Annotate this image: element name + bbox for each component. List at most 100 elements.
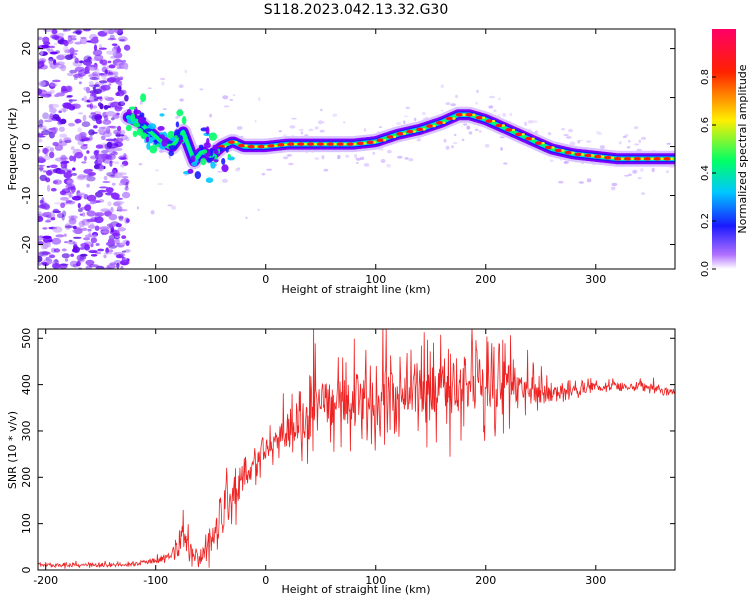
- x-tick-label: -100: [143, 574, 168, 587]
- snr-ylabel: SNR (10 * v/v): [6, 411, 19, 489]
- faint-dot: [474, 128, 479, 131]
- noise-blob: [66, 96, 72, 99]
- noise-blob: [115, 77, 123, 81]
- faint-dot: [455, 94, 459, 99]
- noise-blob: [105, 69, 111, 75]
- noise-blob: [86, 210, 96, 217]
- noise-blob: [51, 237, 62, 245]
- noise-blob: [38, 156, 44, 161]
- ridge-peak: [346, 142, 354, 146]
- noise-blob: [119, 39, 126, 42]
- noise-blob: [120, 253, 126, 257]
- turbulent-blob: [174, 135, 178, 140]
- faint-dot: [579, 139, 583, 142]
- noise-blob: [125, 240, 130, 246]
- noise-blob: [108, 71, 114, 76]
- noise-blob: [52, 114, 60, 120]
- noise-blob: [66, 179, 75, 185]
- x-tick-label: 0: [262, 273, 269, 286]
- turbulent-blob: [225, 145, 229, 153]
- noise-blob: [61, 248, 67, 252]
- noise-blob: [39, 250, 49, 257]
- ridge-peak-edge: [402, 132, 407, 135]
- noise-blob: [79, 37, 88, 45]
- noise-blob: [68, 194, 73, 198]
- noise-blob: [55, 234, 65, 238]
- noise-blob: [70, 253, 74, 257]
- noise-blob: [44, 220, 51, 223]
- faint-dot: [356, 161, 359, 165]
- ridge-peak: [317, 142, 325, 146]
- faint-dot: [405, 106, 410, 109]
- faint-dot: [314, 156, 320, 161]
- ridge-peak-edge: [511, 128, 515, 132]
- noise-blob: [38, 88, 43, 95]
- noise-blob: [70, 146, 75, 151]
- ridge-peak-edge: [293, 142, 298, 146]
- turbulent-blob: [140, 93, 147, 102]
- noise-blob: [58, 126, 65, 132]
- faint-dot: [184, 69, 187, 74]
- turbulent-blob: [140, 132, 148, 140]
- faint-dot: [378, 126, 383, 128]
- noise-blob: [104, 97, 115, 101]
- noise-blob: [124, 249, 131, 253]
- faint-dot: [500, 147, 503, 151]
- noise-blob: [42, 91, 52, 94]
- ridge-peak-edge: [571, 151, 575, 154]
- figure-title: S118.2023.042.13.32.G30: [264, 2, 449, 18]
- noise-blob: [124, 94, 129, 102]
- noise-blob: [62, 210, 67, 217]
- noise-blob: [38, 255, 43, 263]
- noise-blob: [59, 196, 69, 201]
- ridge-peak-edge: [462, 113, 466, 116]
- faint-dot: [237, 167, 240, 170]
- noise-blob: [64, 258, 69, 262]
- noise-blob: [100, 59, 108, 66]
- faint-dot: [138, 163, 143, 166]
- noise-blob: [107, 60, 112, 64]
- x-tick-label: 300: [585, 574, 606, 587]
- noise-blob: [48, 127, 57, 131]
- noise-blob: [67, 35, 73, 42]
- noise-blob: [38, 148, 41, 154]
- faint-dot: [476, 89, 479, 93]
- y-tick-label: 400: [20, 374, 33, 395]
- noise-blob: [97, 72, 101, 78]
- turbulent-blob: [191, 161, 198, 167]
- turbulent-blob: [145, 136, 149, 143]
- noise-blob: [49, 107, 57, 114]
- noise-blob: [56, 212, 65, 219]
- noise-blob: [54, 258, 59, 264]
- ridge-peak-edge: [422, 128, 426, 131]
- noise-blob: [84, 66, 90, 73]
- ridge-peak: [594, 154, 602, 159]
- faint-dot: [278, 130, 282, 133]
- turbulent-blob: [154, 139, 158, 145]
- faint-dot: [633, 169, 638, 174]
- y-tick-label: 300: [20, 420, 33, 441]
- noise-blob: [86, 183, 90, 188]
- faint-dot: [578, 181, 584, 184]
- noise-blob: [111, 151, 118, 156]
- ridge-peak-edge: [482, 116, 486, 119]
- x-tick-label: 100: [365, 273, 386, 286]
- faint-dot: [634, 143, 639, 146]
- noise-blob: [41, 129, 51, 136]
- faint-dot: [136, 206, 139, 210]
- y-tick-label: 500: [20, 328, 33, 349]
- noise-blob: [53, 62, 61, 66]
- noise-blob: [77, 112, 84, 115]
- noise-blob: [60, 88, 69, 94]
- noise-blob: [82, 114, 87, 122]
- noise-blob: [77, 127, 82, 133]
- noise-blob: [38, 64, 42, 67]
- faint-dot: [372, 151, 376, 155]
- noise-blob: [89, 77, 99, 80]
- noise-blob: [83, 237, 91, 241]
- faint-dot: [440, 84, 444, 88]
- ridge-peak: [475, 115, 483, 120]
- noise-blob: [120, 242, 126, 246]
